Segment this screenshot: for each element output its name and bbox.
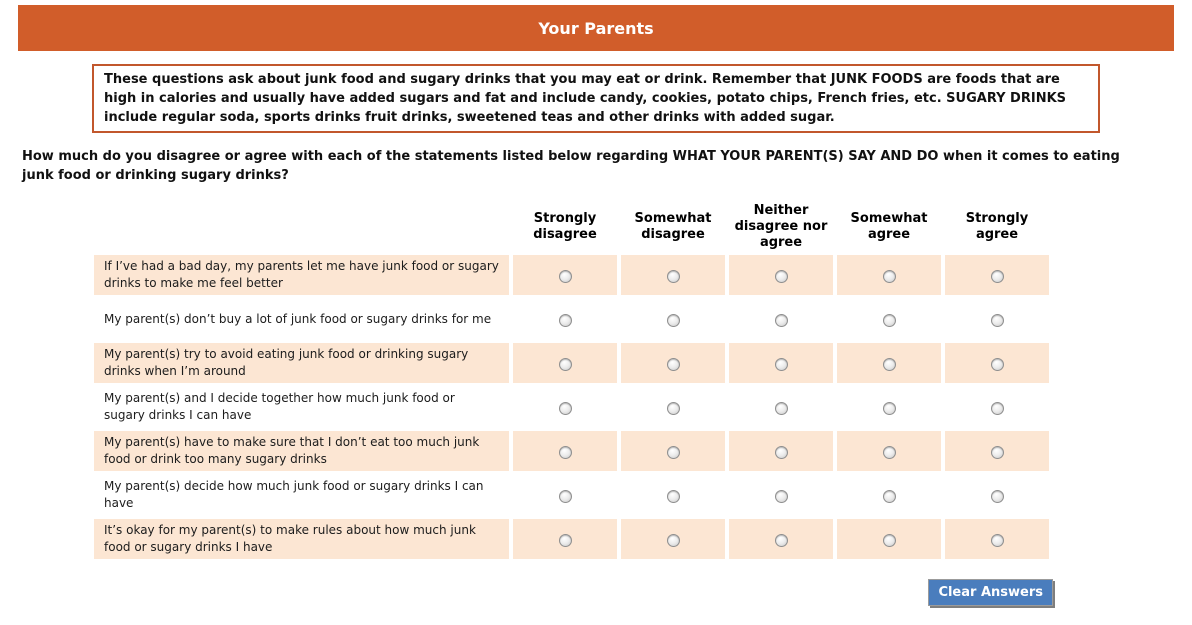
radio-input[interactable] <box>558 401 572 415</box>
radio-cell <box>837 387 941 427</box>
radio-cell <box>729 431 833 471</box>
radio-cell <box>513 519 617 559</box>
radio-input[interactable] <box>774 401 788 415</box>
instructions-box: These questions ask about junk food and … <box>92 64 1100 133</box>
radio-input[interactable] <box>558 357 572 371</box>
radio-cell <box>945 343 1049 383</box>
radio-cell <box>513 299 617 339</box>
column-header: Strongly agree <box>965 211 1029 242</box>
radio-input[interactable] <box>558 445 572 459</box>
radio-cell <box>945 519 1049 559</box>
table-row: It’s okay for my parent(s) to make rules… <box>94 519 1049 559</box>
radio-input[interactable] <box>990 269 1004 283</box>
radio-cell <box>729 255 833 295</box>
radio-input[interactable] <box>558 313 572 327</box>
radio-input[interactable] <box>774 533 788 547</box>
table-row: My parent(s) don’t buy a lot of junk foo… <box>94 299 1049 339</box>
radio-input[interactable] <box>774 357 788 371</box>
radio-cell <box>837 475 941 515</box>
statement-cell: My parent(s) decide how much junk food o… <box>94 475 509 515</box>
radio-input[interactable] <box>666 357 680 371</box>
radio-cell <box>837 431 941 471</box>
radio-cell <box>945 255 1049 295</box>
radio-input[interactable] <box>990 445 1004 459</box>
table-row: My parent(s) and I decide together how m… <box>94 387 1049 427</box>
radio-cell <box>513 475 617 515</box>
radio-input[interactable] <box>666 445 680 459</box>
radio-input[interactable] <box>990 489 1004 503</box>
column-header: Somewhat disagree <box>634 211 712 242</box>
statement-cell: If I’ve had a bad day, my parents let me… <box>94 255 509 295</box>
statement-column-spacer <box>94 203 509 251</box>
radio-cell <box>621 255 725 295</box>
radio-input[interactable] <box>558 533 572 547</box>
header-row: Strongly disagree Somewhat disagree Neithe… <box>94 203 1049 251</box>
radio-input[interactable] <box>990 533 1004 547</box>
matrix-table: Strongly disagree Somewhat disagree Neithe… <box>90 199 1053 563</box>
radio-cell <box>621 431 725 471</box>
column-header: Somewhat agree <box>850 211 928 242</box>
radio-cell <box>513 387 617 427</box>
radio-cell <box>945 387 1049 427</box>
radio-input[interactable] <box>882 313 896 327</box>
statement-cell: My parent(s) try to avoid eating junk fo… <box>94 343 509 383</box>
radio-input[interactable] <box>990 313 1004 327</box>
radio-input[interactable] <box>990 401 1004 415</box>
title-bar: Your Parents <box>18 5 1174 51</box>
radio-input[interactable] <box>774 313 788 327</box>
radio-input[interactable] <box>666 533 680 547</box>
table-row: If I’ve had a bad day, my parents let me… <box>94 255 1049 295</box>
radio-input[interactable] <box>666 269 680 283</box>
radio-cell <box>837 519 941 559</box>
table-row: My parent(s) decide how much junk food o… <box>94 475 1049 515</box>
radio-cell <box>729 519 833 559</box>
radio-input[interactable] <box>990 357 1004 371</box>
radio-cell <box>621 299 725 339</box>
radio-cell <box>513 255 617 295</box>
instructions-text: These questions ask about junk food and … <box>104 72 1067 125</box>
radio-cell <box>729 299 833 339</box>
radio-input[interactable] <box>666 489 680 503</box>
radio-input[interactable] <box>882 269 896 283</box>
radio-input[interactable] <box>558 269 572 283</box>
page-title: Your Parents <box>538 19 654 38</box>
radio-cell <box>621 519 725 559</box>
radio-input[interactable] <box>666 313 680 327</box>
column-header: Neither disagree nor agree <box>734 203 828 250</box>
table-row: My parent(s) try to avoid eating junk fo… <box>94 343 1049 383</box>
radio-input[interactable] <box>774 269 788 283</box>
radio-cell <box>621 475 725 515</box>
radio-cell <box>729 387 833 427</box>
radio-input[interactable] <box>666 401 680 415</box>
question-prompt: How much do you disagree or agree with e… <box>22 149 1120 183</box>
statement-cell: My parent(s) and I decide together how m… <box>94 387 509 427</box>
radio-cell <box>945 475 1049 515</box>
statement-cell: My parent(s) have to make sure that I do… <box>94 431 509 471</box>
radio-cell <box>513 431 617 471</box>
column-header: Strongly disagree <box>533 211 597 242</box>
radio-cell <box>621 343 725 383</box>
radio-cell <box>729 343 833 383</box>
actions-bar: Clear Answers <box>90 579 1053 606</box>
radio-cell <box>945 299 1049 339</box>
clear-answers-button[interactable]: Clear Answers <box>928 579 1053 606</box>
radio-input[interactable] <box>882 489 896 503</box>
radio-input[interactable] <box>882 445 896 459</box>
table-row: My parent(s) have to make sure that I do… <box>94 431 1049 471</box>
radio-input[interactable] <box>882 401 896 415</box>
radio-input[interactable] <box>882 533 896 547</box>
radio-cell <box>945 431 1049 471</box>
radio-input[interactable] <box>882 357 896 371</box>
radio-cell <box>621 387 725 427</box>
radio-cell <box>837 299 941 339</box>
statement-cell: It’s okay for my parent(s) to make rules… <box>94 519 509 559</box>
radio-cell <box>513 343 617 383</box>
radio-input[interactable] <box>774 445 788 459</box>
radio-input[interactable] <box>774 489 788 503</box>
radio-input[interactable] <box>558 489 572 503</box>
radio-cell <box>837 343 941 383</box>
statement-cell: My parent(s) don’t buy a lot of junk foo… <box>94 299 509 339</box>
radio-cell <box>729 475 833 515</box>
radio-cell <box>837 255 941 295</box>
